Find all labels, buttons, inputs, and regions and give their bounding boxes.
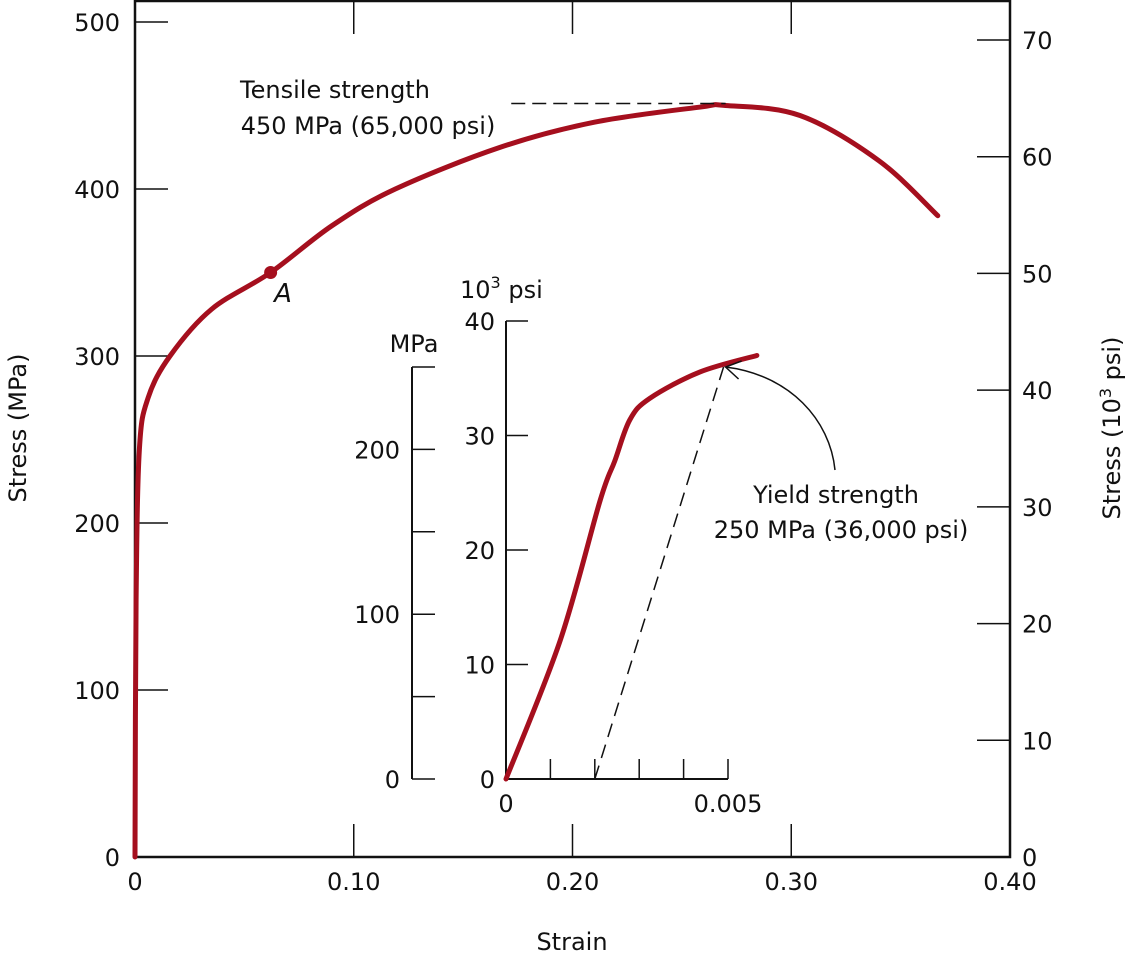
y-tick-label-left: 400: [74, 176, 120, 204]
marks: [132, 102, 941, 860]
y-tick-label-right: 70: [1022, 27, 1053, 55]
y-axis-right-label: Stress (103 psi): [1096, 337, 1126, 520]
y-tick-label-right: 20: [1022, 611, 1053, 639]
inset-strain-tick-label: 0: [498, 790, 513, 818]
x-axis-label: Strain: [536, 928, 607, 956]
inset-mpa-tick-label: 200: [354, 436, 400, 464]
y-axis-left-label: Stress (MPa): [4, 354, 32, 503]
point-a-label: A: [272, 279, 292, 309]
main-axes: 0 0.10 0.20 0.30 0.4001002003004005000102030…: [74, 0, 1053, 896]
inset-ksi-tick-label: 10: [464, 652, 495, 680]
tensile-annotation-line2: 450 MPa (65,000 psi): [241, 112, 496, 140]
x-tick-label: 0.10: [327, 868, 380, 896]
y-tick-label-left: 200: [74, 510, 120, 538]
inset-stress-strain-curve: [503, 352, 760, 782]
x-tick-label: 0.20: [546, 868, 599, 896]
y-tick-label-left: 100: [74, 677, 120, 705]
y-tick-label-left: 0: [105, 844, 120, 872]
x-tick-label: 0: [127, 868, 142, 896]
point-a-marker: [264, 266, 278, 279]
main-stress-strain-curve: [132, 102, 941, 860]
yield-annotation-arrow: [725, 366, 836, 471]
y-tick-label-left: 500: [74, 9, 120, 37]
y-tick-label-right: 50: [1022, 260, 1053, 288]
y-tick-label-right: 40: [1022, 377, 1053, 405]
y-tick-label-right: 10: [1022, 727, 1053, 755]
inset-strain-tick-label: 0.005: [694, 790, 763, 818]
x-tick-label: 0.40: [983, 868, 1036, 896]
y-tick-label-right: 30: [1022, 494, 1053, 522]
inset-ksi-tick-label: 20: [464, 537, 495, 565]
inset-mpa-tick-label: 0: [385, 766, 400, 794]
x-tick-label: 0.30: [765, 868, 818, 896]
y-tick-label-right: 60: [1022, 144, 1053, 172]
inset-ksi-tick-label: 40: [464, 308, 495, 336]
inset-psi-label: 103 psi: [460, 273, 543, 304]
y-tick-label-left: 300: [74, 343, 120, 371]
offset-dashed-line: [594, 366, 725, 780]
yield-annotation-line2: 250 MPa (36,000 psi): [714, 516, 969, 544]
tensile-annotation-line1: Tensile strength: [239, 76, 430, 104]
arrowhead-icon: [724, 360, 742, 380]
inset-axes: 0 100 200 0 10 20 30 40 0 0.005: [354, 308, 762, 818]
inset-mpa-tick-label: 100: [354, 601, 400, 629]
yield-annotation-line1: Yield strength: [752, 481, 919, 509]
inset-ksi-tick-label: 30: [464, 423, 495, 451]
y-tick-label-right: 0: [1022, 844, 1037, 872]
inset-ksi-tick-label: 0: [480, 766, 495, 794]
inset-mpa-label: MPa: [390, 330, 439, 358]
